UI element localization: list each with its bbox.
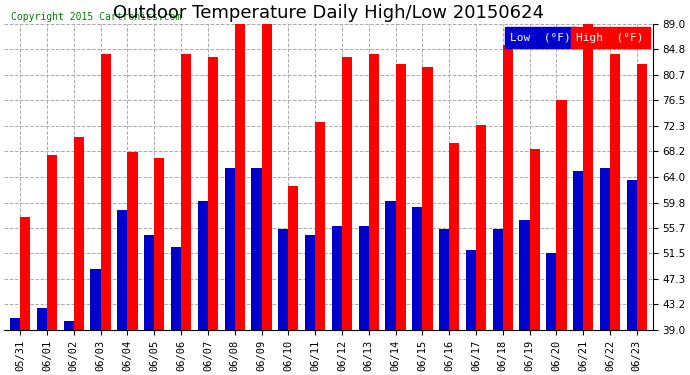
Bar: [573, 171, 583, 330]
Title: Outdoor Temperature Daily High/Low 20150624: Outdoor Temperature Daily High/Low 20150…: [113, 4, 544, 22]
Bar: [342, 57, 352, 330]
Bar: [171, 247, 181, 330]
Legend: Low  (°F), High  (°F): Low (°F), High (°F): [507, 29, 647, 46]
Bar: [359, 226, 368, 330]
Bar: [74, 137, 84, 330]
Bar: [520, 220, 529, 330]
Bar: [251, 168, 262, 330]
Bar: [556, 100, 566, 330]
Bar: [235, 24, 245, 330]
Text: Copyright 2015 Cartronics.com: Copyright 2015 Cartronics.com: [10, 12, 181, 22]
Bar: [503, 45, 513, 330]
Bar: [439, 229, 449, 330]
Bar: [466, 250, 476, 330]
Bar: [637, 63, 647, 330]
Bar: [476, 125, 486, 330]
Bar: [449, 143, 460, 330]
Bar: [224, 168, 235, 330]
Bar: [262, 24, 272, 330]
Bar: [208, 57, 218, 330]
Bar: [90, 268, 101, 330]
Bar: [600, 168, 610, 330]
Bar: [385, 201, 395, 330]
Bar: [493, 229, 503, 330]
Bar: [20, 217, 30, 330]
Bar: [101, 54, 111, 330]
Bar: [422, 67, 433, 330]
Bar: [63, 321, 74, 330]
Bar: [198, 201, 208, 330]
Bar: [181, 54, 191, 330]
Bar: [288, 186, 299, 330]
Bar: [627, 180, 637, 330]
Bar: [278, 229, 288, 330]
Bar: [47, 155, 57, 330]
Bar: [315, 122, 325, 330]
Bar: [144, 235, 155, 330]
Bar: [529, 149, 540, 330]
Bar: [368, 54, 379, 330]
Bar: [10, 318, 20, 330]
Bar: [610, 54, 620, 330]
Bar: [332, 226, 342, 330]
Bar: [546, 254, 556, 330]
Bar: [128, 152, 138, 330]
Bar: [412, 207, 422, 330]
Bar: [305, 235, 315, 330]
Bar: [395, 63, 406, 330]
Bar: [117, 210, 128, 330]
Bar: [583, 24, 593, 330]
Bar: [155, 158, 164, 330]
Bar: [37, 308, 47, 330]
